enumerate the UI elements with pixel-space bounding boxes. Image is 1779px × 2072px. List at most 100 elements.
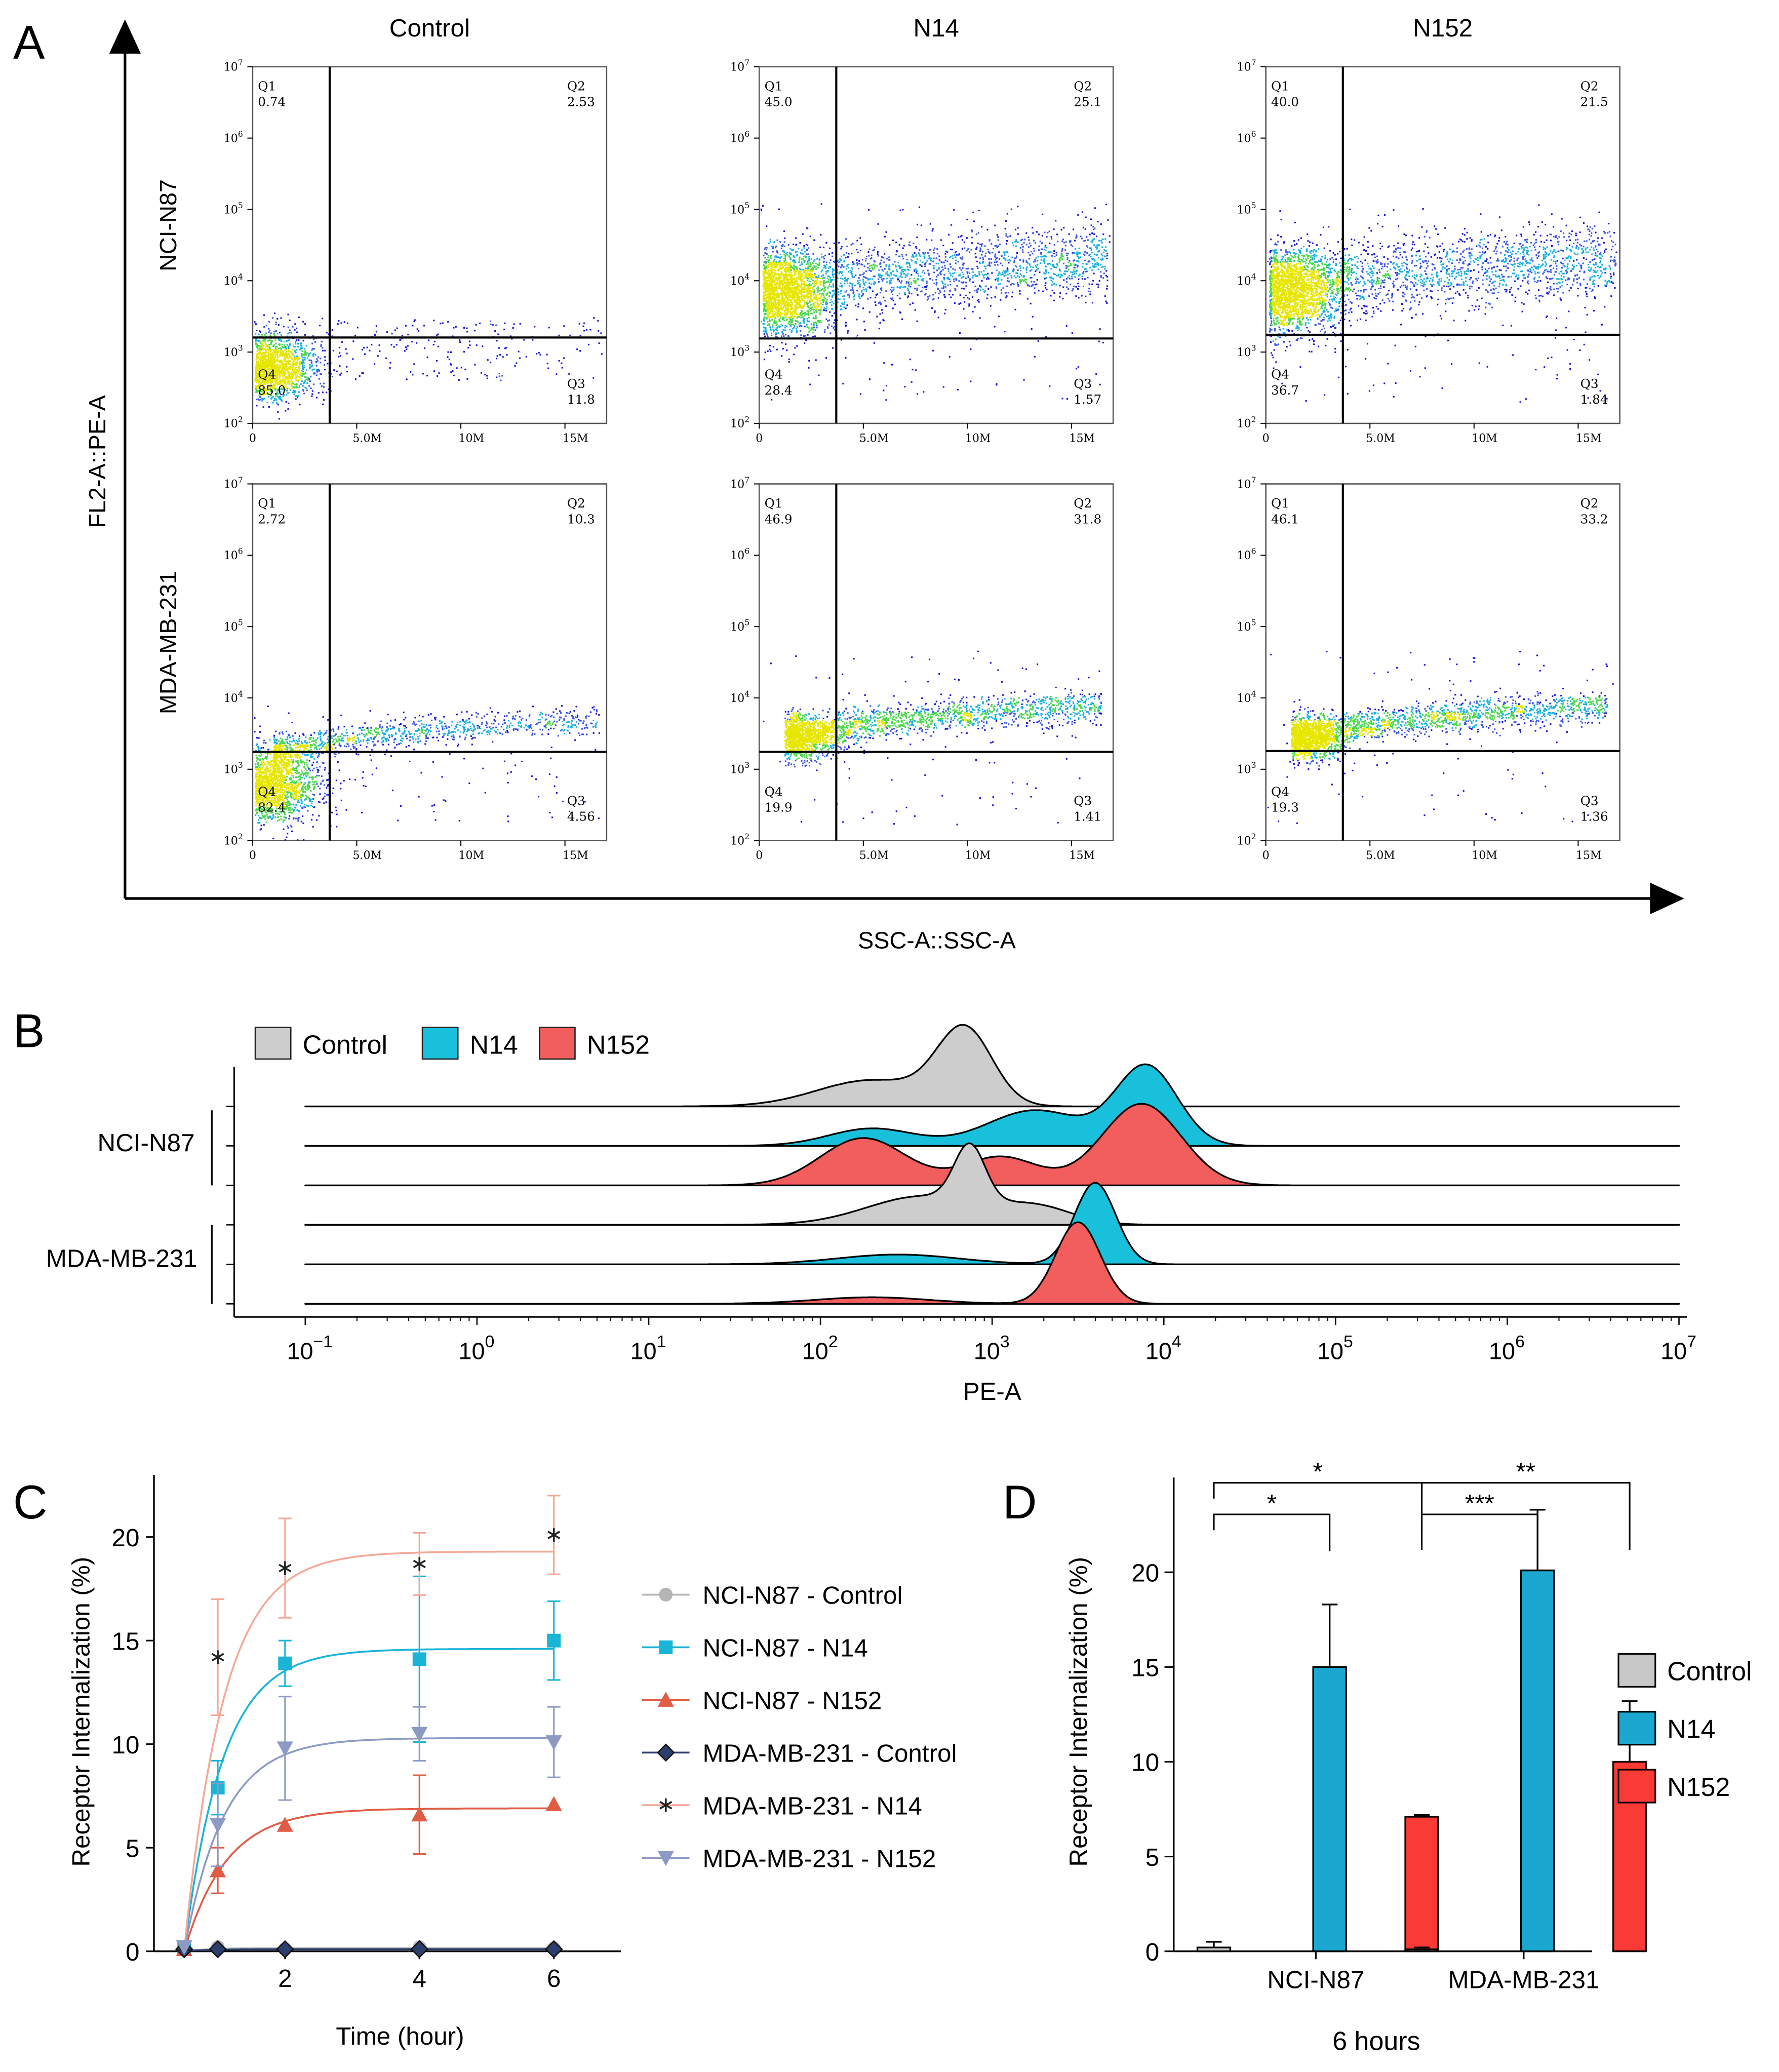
event-dot [291, 376, 293, 378]
event-dot [764, 271, 767, 273]
event-dot [828, 319, 831, 321]
event-dot [302, 359, 304, 361]
event-dot [776, 308, 778, 310]
event-dot [290, 356, 292, 359]
event-dot [840, 292, 842, 295]
event-dot [286, 363, 288, 365]
event-dot [260, 349, 262, 351]
event-dot [769, 282, 771, 285]
event-dot [860, 291, 862, 293]
event-dot [270, 372, 272, 374]
event-dot [1032, 266, 1034, 268]
event-dot [824, 282, 827, 284]
event-dot [272, 367, 274, 369]
event-dot [305, 387, 307, 389]
event-dot [423, 347, 426, 349]
event-dot [389, 367, 391, 369]
event-dot [794, 304, 796, 306]
event-dot [775, 332, 777, 334]
event-dot [262, 376, 264, 379]
event-dot [818, 290, 820, 292]
event-dot [794, 281, 796, 283]
event-dot [874, 261, 876, 263]
event-dot [289, 351, 291, 353]
event-dot [833, 289, 835, 291]
event-dot [771, 274, 773, 276]
event-dot [393, 346, 395, 348]
event-dot [267, 385, 269, 387]
event-dot [1075, 234, 1078, 236]
event-dot [832, 279, 834, 281]
event-dot [1101, 242, 1103, 244]
event-dot [289, 389, 292, 391]
event-dot [787, 273, 790, 276]
event-dot [963, 241, 965, 243]
event-dot [799, 264, 801, 266]
event-dot [291, 387, 293, 389]
event-dot [288, 332, 290, 334]
event-dot [463, 327, 465, 329]
event-dot [986, 294, 989, 296]
event-dot [277, 404, 279, 406]
event-dot [891, 286, 893, 289]
event-dot [258, 366, 260, 368]
event-dot [783, 300, 785, 302]
event-dot [974, 306, 976, 308]
event-dot [296, 397, 299, 399]
event-dot [797, 321, 799, 323]
event-dot [273, 331, 275, 333]
event-dot [803, 318, 805, 320]
event-dot [797, 326, 799, 328]
event-dot [798, 272, 800, 275]
event-dot [262, 362, 264, 364]
event-dot [805, 335, 807, 337]
event-dot [284, 355, 286, 357]
event-dot [770, 305, 772, 307]
event-dot [582, 325, 584, 327]
event-dot [990, 258, 992, 260]
event-dot [257, 375, 259, 377]
event-dot [797, 314, 799, 316]
event-dot [255, 361, 257, 363]
event-dot [1035, 257, 1037, 259]
event-dot [319, 325, 321, 327]
event-dot [773, 260, 775, 262]
event-dot [1029, 254, 1031, 256]
event-dot [785, 262, 787, 264]
event-dot [1097, 284, 1099, 286]
event-dot [284, 386, 286, 388]
event-dot [829, 259, 832, 261]
event-dot [1011, 256, 1013, 258]
event-dot [292, 362, 294, 364]
event-dot [787, 293, 789, 295]
event-dot [440, 323, 442, 325]
event-dot [773, 266, 775, 268]
event-dot [284, 358, 286, 360]
event-dot [286, 340, 288, 342]
event-dot [315, 397, 318, 399]
event-dot [969, 278, 971, 280]
x-tick-label: 15M [563, 432, 588, 445]
event-dot [258, 381, 260, 383]
event-dot [1103, 249, 1105, 251]
event-dot [777, 302, 779, 304]
event-dot [320, 344, 322, 346]
event-dot [264, 383, 266, 385]
event-dot [271, 390, 273, 393]
event-dot [396, 344, 398, 346]
event-dot [902, 271, 904, 273]
event-dot [285, 401, 287, 403]
event-dot [992, 252, 994, 254]
event-dot [790, 271, 793, 273]
event-dot [846, 265, 848, 267]
event-dot [1059, 276, 1062, 278]
event-dot [772, 315, 774, 317]
event-dot [777, 262, 780, 264]
event-dot [876, 265, 878, 267]
event-dot [297, 358, 299, 360]
event-dot [346, 322, 349, 324]
event-dot [825, 270, 827, 272]
event-dot [256, 355, 258, 357]
event-dot [812, 291, 814, 293]
event-dot [809, 236, 811, 238]
